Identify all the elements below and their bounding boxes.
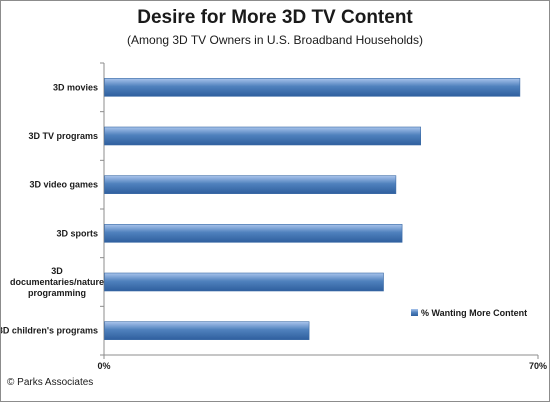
source-note: © Parks Associates	[7, 377, 94, 388]
bar	[104, 321, 310, 340]
category-label: 3D children's programs	[1, 326, 98, 336]
bar	[104, 224, 403, 243]
legend-label: % Wanting More Content	[421, 308, 527, 318]
legend-swatch	[411, 309, 418, 316]
category-label: 3D TV programs	[28, 131, 98, 141]
bar	[104, 78, 521, 97]
category-label: 3D movies	[53, 82, 98, 92]
bar	[104, 126, 422, 146]
category-label: 3D sports	[56, 228, 98, 238]
bar	[104, 175, 397, 194]
category-label: 3D video games	[29, 180, 98, 190]
bar	[104, 272, 384, 292]
category-label: 3D documentaries/nature programming	[10, 266, 104, 298]
legend: % Wanting More Content	[411, 308, 527, 318]
chart-subtitle: (Among 3D TV Owners in U.S. Broadband Ho…	[127, 33, 423, 47]
plot-area: 3D movies 3D TV programs 3D video games 3D …	[1, 62, 547, 371]
x-tick-label: 0%	[97, 361, 110, 371]
chart-title: Desire for More 3D TV Content	[137, 7, 413, 28]
x-tick-label: 70%	[529, 361, 547, 371]
